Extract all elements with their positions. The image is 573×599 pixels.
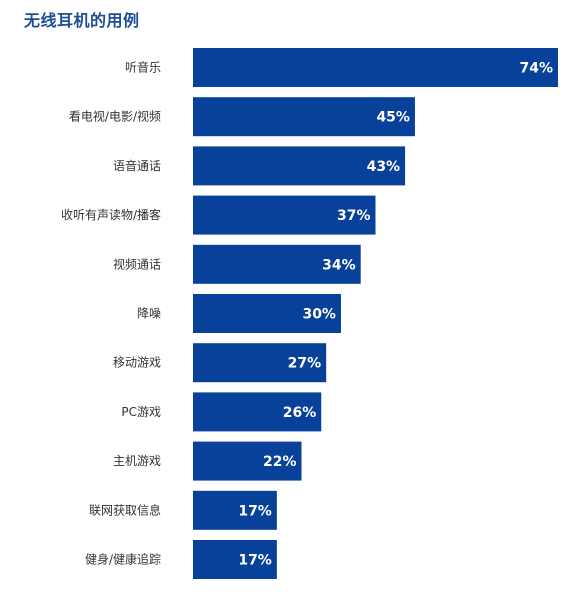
- category-label-6: 降噪: [137, 307, 161, 321]
- category-label-11: 健身/健康追踪: [85, 552, 161, 567]
- category-label-10: 联网获取信息: [89, 502, 161, 517]
- bar-8: [193, 392, 322, 432]
- value-label-8: 26%: [283, 405, 317, 421]
- value-label-4: 37%: [337, 208, 371, 224]
- value-label-11: 17%: [238, 553, 272, 569]
- category-label-9: 主机游戏: [113, 454, 161, 468]
- value-label-10: 17%: [238, 503, 272, 519]
- category-label-3: 语音通话: [113, 158, 161, 173]
- value-label-6: 30%: [302, 307, 336, 323]
- category-label-4: 收听有声读物/播客: [61, 207, 161, 222]
- value-label-9: 22%: [263, 454, 297, 470]
- value-label-5: 34%: [322, 257, 356, 273]
- category-label-2: 看电视/电影/视频: [69, 109, 161, 124]
- bar-6: [193, 294, 341, 333]
- category-label-7: 移动游戏: [113, 356, 161, 370]
- value-label-3: 43%: [367, 159, 401, 175]
- bar-10: [193, 490, 277, 530]
- bar-4: [193, 195, 376, 235]
- bar-5: [193, 244, 361, 284]
- value-label-7: 27%: [288, 356, 322, 372]
- chart-title: 无线耳机的用例: [24, 11, 140, 30]
- category-label-1: 听音乐: [125, 60, 161, 75]
- bar-11: [193, 540, 277, 579]
- bar-1: [193, 48, 558, 87]
- category-label-5: 视频通话: [113, 256, 161, 271]
- bar-2: [193, 97, 415, 137]
- bar-9: [193, 441, 302, 481]
- value-label-2: 45%: [376, 110, 410, 126]
- bar-7: [193, 343, 327, 383]
- value-label-1: 74%: [519, 61, 553, 77]
- category-label-8: PC游戏: [121, 405, 161, 419]
- bar-3: [193, 146, 406, 186]
